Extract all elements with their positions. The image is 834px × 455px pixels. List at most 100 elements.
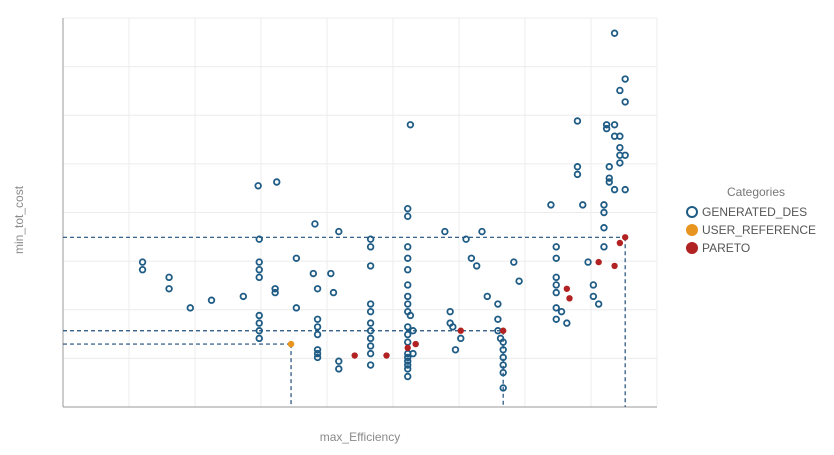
data-point-pareto [351, 352, 358, 359]
data-point-generated-des [552, 243, 560, 251]
data-point-generated-des [457, 334, 465, 343]
data-point-generated-des [573, 170, 582, 179]
data-point-generated-des [165, 273, 173, 282]
data-point-generated-des [499, 384, 507, 392]
data-point-generated-des [409, 349, 417, 358]
data-point-pareto [566, 295, 573, 302]
data-point-generated-des [621, 98, 629, 106]
legend-item-pareto[interactable]: PARETO [686, 239, 834, 257]
data-point-generated-des [186, 304, 194, 312]
data-point-generated-des [589, 281, 598, 289]
axes [62, 18, 657, 408]
y-axis-title: min_tot_cost [12, 185, 26, 254]
data-point-generated-des [165, 285, 173, 293]
data-point-generated-des [366, 300, 375, 308]
data-point-generated-des [404, 357, 412, 365]
data-point-pareto [563, 285, 571, 292]
data-point-generated-des [271, 285, 279, 293]
data-point-pareto [611, 262, 618, 270]
data-point-pareto [383, 352, 390, 359]
data-point-generated-des [499, 368, 507, 377]
data-point-generated-des [313, 285, 322, 293]
x-axis-title: max_Efficiency [319, 430, 401, 444]
filled-circle-icon [686, 224, 698, 236]
data-point-generated-des [600, 224, 608, 232]
data-point-generated-des [404, 338, 412, 346]
data-point-user-reference [287, 340, 295, 348]
data-point-generated-des [600, 201, 608, 209]
data-point-pareto [595, 258, 602, 266]
data-point-generated-des [138, 258, 147, 266]
data-point-generated-des [311, 220, 319, 228]
data-point-generated-des [510, 258, 518, 266]
data-point-generated-des [329, 288, 338, 297]
data-point-generated-des [404, 266, 412, 274]
data-point-generated-des [594, 300, 603, 308]
data-point-generated-des [573, 163, 582, 171]
data-point-generated-des [404, 372, 412, 381]
data-point-generated-des [255, 311, 263, 320]
data-point-generated-des [605, 174, 613, 182]
data-point-generated-des [602, 124, 611, 133]
data-point-generated-des [207, 296, 216, 304]
data-point-generated-des [621, 75, 629, 83]
data-point-generated-des [406, 311, 415, 320]
data-point-generated-des [600, 243, 608, 251]
data-point-generated-des [451, 346, 460, 354]
data-point-generated-des [404, 353, 412, 362]
data-point-generated-des [547, 201, 555, 209]
data-point-generated-des [138, 266, 147, 274]
data-point-generated-des [589, 292, 598, 301]
data-point-generated-des [255, 273, 263, 282]
data-point-generated-des [499, 346, 507, 354]
data-point-pareto [621, 234, 629, 241]
data-point-generated-des [552, 273, 560, 282]
data-point-generated-des [255, 334, 263, 343]
data-point-generated-des [483, 292, 491, 301]
data-point-generated-des [313, 330, 322, 339]
data-point-generated-des [552, 304, 560, 312]
data-point-generated-des [255, 266, 263, 274]
data-point-generated-des [472, 262, 481, 270]
reference-lines [63, 236, 626, 407]
legend-title: Categories [726, 185, 786, 199]
legend-item-user-reference[interactable]: USER_REFERENCE [686, 221, 834, 239]
data-point-pareto [616, 239, 624, 247]
filled-circle-icon [686, 242, 698, 254]
data-point-generated-des [404, 330, 412, 339]
data-point-generated-des [610, 121, 619, 129]
legend-label: PARETO [702, 241, 751, 255]
data-point-generated-des [255, 235, 263, 243]
hollow-circle-icon [686, 206, 698, 218]
data-point-generated-des [366, 235, 375, 243]
data-point-generated-des [552, 315, 560, 323]
data-point-generated-des [605, 178, 613, 186]
data-point-generated-des [335, 365, 343, 373]
data-point-generated-des [366, 361, 375, 369]
data-point-generated-des [366, 342, 375, 350]
data-point-generated-des [610, 29, 619, 37]
data-point-generated-des [404, 323, 412, 331]
data-point-generated-des [404, 292, 412, 301]
data-point-generated-des [610, 185, 619, 194]
data-point-generated-des [478, 227, 486, 236]
data-point-generated-des [313, 346, 322, 354]
data-point-generated-des [616, 86, 624, 95]
data-point-generated-des [366, 327, 375, 335]
legend-label: USER_REFERENCE [702, 223, 817, 237]
data-point-generated-des [616, 132, 624, 140]
data-point-generated-des [366, 319, 375, 327]
data-point-pareto [457, 327, 464, 334]
data-point-generated-des [600, 208, 608, 217]
data-point-generated-des [404, 300, 412, 308]
legend-item-generated[interactable]: GENERATED_DES [686, 203, 834, 221]
data-point-generated-des [292, 304, 301, 312]
data-point-generated-des [449, 323, 457, 331]
grid [63, 17, 658, 407]
data-point-generated-des [313, 353, 322, 362]
data-point-generated-des [366, 349, 375, 358]
data-point-generated-des [602, 121, 611, 129]
data-point-pareto [412, 340, 419, 348]
data-point-generated-des [404, 212, 412, 221]
